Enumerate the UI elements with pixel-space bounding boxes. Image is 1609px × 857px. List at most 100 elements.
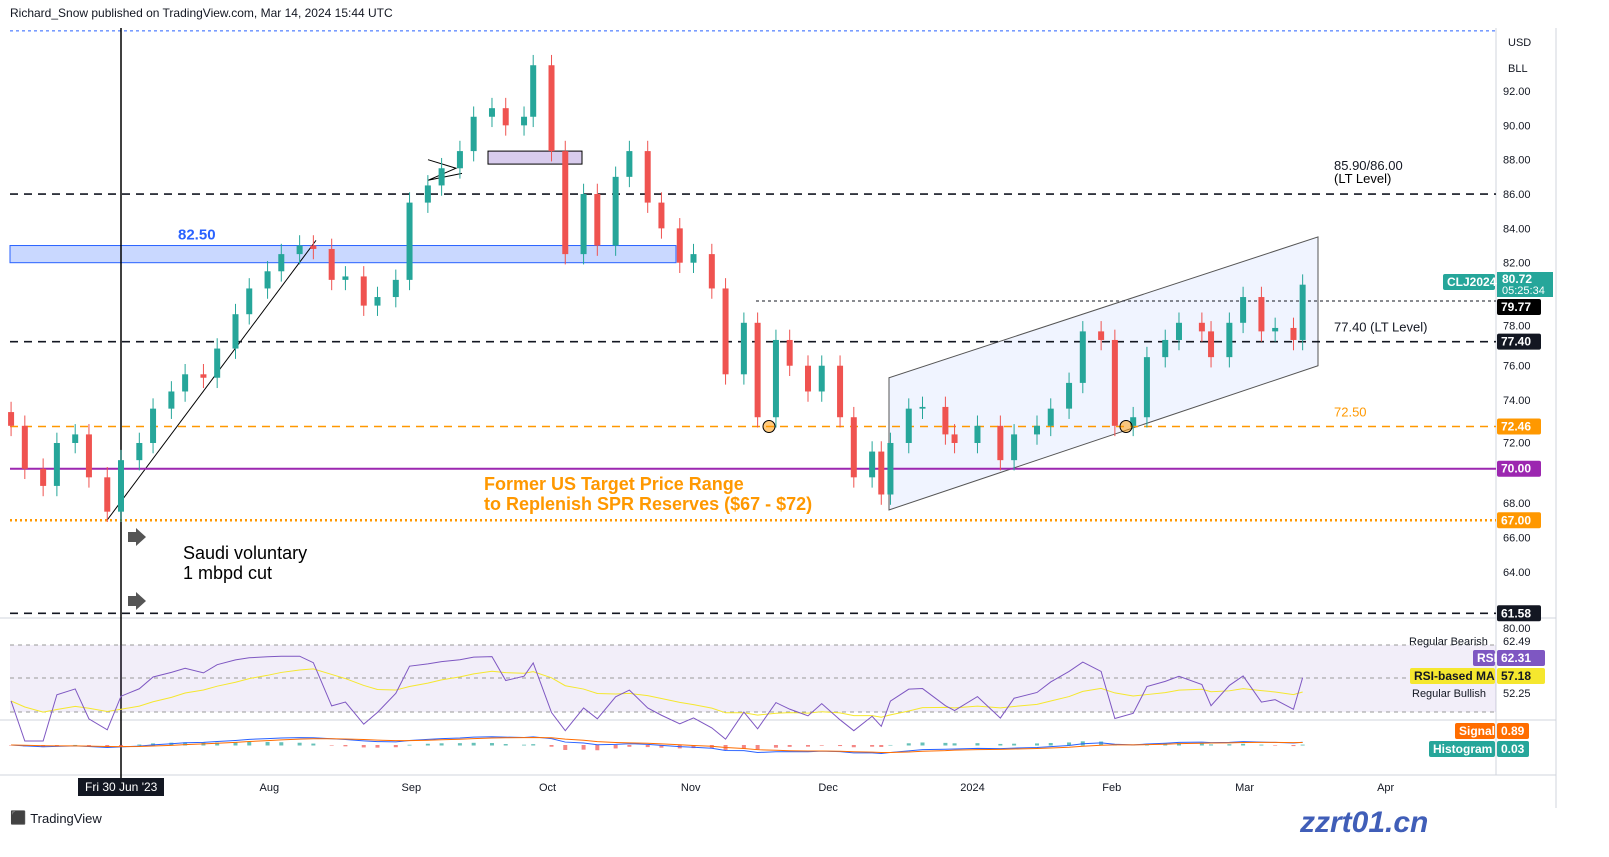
consolidation-box	[487, 150, 583, 165]
candle-body	[296, 245, 303, 255]
saudi-annotation: Saudi voluntary	[183, 543, 307, 563]
spr-annotation: Former US Target Price Range	[484, 474, 744, 494]
macd-histogram-bar	[659, 745, 664, 748]
macd-histogram-bar	[1199, 743, 1204, 746]
candle-body	[905, 408, 912, 443]
pennant	[427, 159, 463, 181]
price-tick: 68.00	[1503, 498, 1531, 510]
macd-histogram-bar	[627, 745, 632, 747]
candle-body	[424, 185, 431, 203]
macd-histogram-bar	[851, 745, 856, 748]
time-tick: Nov	[681, 782, 701, 794]
candle-body	[722, 288, 729, 375]
macd-histogram-bar	[787, 745, 792, 747]
candle-body	[200, 374, 207, 378]
cursor-date-bg	[78, 778, 164, 796]
macd-histogram-bar	[119, 745, 123, 746]
price-tick: 74.00	[1503, 395, 1531, 407]
candle-body	[1299, 284, 1306, 340]
histogram-value-bg	[1497, 741, 1529, 757]
time-tick: Aug	[260, 782, 280, 794]
macd-histogram-bar	[439, 743, 444, 746]
arrow-right-icon	[128, 592, 146, 610]
candle-body	[818, 365, 825, 392]
histogram-tag-bg	[1429, 741, 1495, 757]
price-tick: 84.00	[1503, 223, 1531, 235]
candle-body	[278, 254, 285, 272]
macd-histogram-bar	[879, 745, 884, 747]
last-price: 80.72	[1502, 272, 1532, 286]
level-badge: 70.00	[1501, 462, 1531, 476]
macd-histogram-bar	[1176, 743, 1181, 746]
macd-histogram-bar	[943, 742, 948, 746]
time-tick: 2024	[960, 782, 984, 794]
macd-histogram-bar	[998, 743, 1003, 746]
macd-histogram-bar	[247, 741, 252, 746]
macd-line	[11, 736, 1303, 754]
touch-marker	[762, 420, 776, 434]
macd-histogram-bar	[975, 743, 980, 746]
macd-histogram-bar	[755, 745, 760, 750]
macd-histogram-bar	[741, 745, 746, 749]
macd-histogram-bar	[1067, 742, 1072, 746]
macd-histogram-bar	[1099, 741, 1104, 746]
level-badge-bg	[1497, 605, 1541, 622]
candle-body	[1130, 417, 1137, 426]
candle-body	[1290, 327, 1297, 340]
candle-body	[878, 451, 885, 495]
footer-text: TradingView	[30, 810, 102, 826]
macd-histogram-bar	[215, 742, 220, 746]
tradingview-logo[interactable]: ⬛ TradingView	[10, 810, 102, 826]
price-tick: 88.00	[1503, 155, 1531, 167]
candle-body	[72, 434, 79, 443]
candle-body	[521, 116, 528, 126]
candle-body	[104, 477, 111, 512]
candle-body	[1034, 425, 1040, 435]
candle-body	[85, 434, 92, 478]
macd-histogram-bar	[393, 745, 398, 748]
candle-body	[488, 108, 495, 117]
candle-body	[786, 339, 793, 366]
candle-body	[1047, 408, 1054, 426]
level-badge-bg	[1497, 512, 1541, 529]
rsi-tick: 52.25	[1503, 688, 1531, 700]
candle-body	[580, 194, 587, 255]
level-label: 72.50	[1334, 405, 1367, 420]
price-tick: 82.00	[1503, 258, 1531, 270]
macd-histogram-bar	[1241, 743, 1246, 746]
price-tick: 92.00	[1503, 86, 1531, 98]
signal-value-bg	[1497, 723, 1529, 739]
candle-body	[1175, 322, 1182, 340]
macd-histogram-bar	[522, 744, 527, 746]
macd-histogram-bar	[1300, 744, 1305, 746]
macd-histogram-bar	[870, 745, 875, 747]
level-label: 85.90/86.00	[1334, 158, 1403, 173]
macd-histogram-bar	[361, 745, 366, 748]
candle-body	[406, 202, 413, 280]
candle-body	[1226, 322, 1233, 358]
time-tick: Mar	[1235, 782, 1254, 794]
time-tick: Oct	[539, 782, 556, 794]
macd-histogram-bar	[645, 745, 650, 748]
rsi-ma-line	[10, 668, 1303, 718]
candle-body	[690, 254, 697, 263]
macd-histogram-bar	[329, 745, 334, 746]
candle-body	[612, 176, 619, 246]
signal-tag: Signal	[1459, 724, 1495, 738]
candle-body	[8, 412, 15, 426]
unit-label: BLL	[1508, 63, 1528, 75]
candle-body	[997, 425, 1004, 461]
level-badge: 79.77	[1501, 300, 1531, 314]
rsi-ma-tag: RSI-based MA	[1414, 669, 1495, 683]
macd-histogram-bar	[838, 745, 843, 747]
macd-histogram-bar	[265, 741, 270, 746]
macd-histogram-bar	[906, 743, 911, 746]
touch-marker	[1119, 420, 1133, 434]
candle-body	[1208, 331, 1215, 358]
candle-body	[1079, 331, 1086, 383]
macd-histogram-bar	[457, 743, 462, 746]
candle-body	[548, 65, 555, 152]
macd-histogram-bar	[86, 745, 91, 747]
arrow-right-icon	[128, 528, 146, 546]
